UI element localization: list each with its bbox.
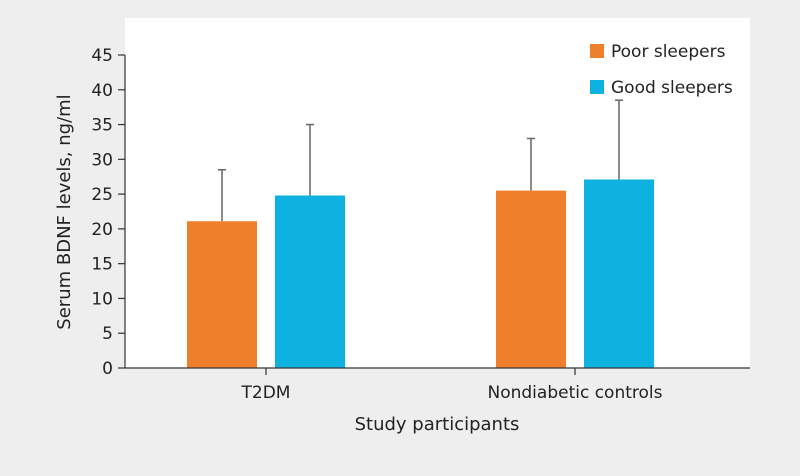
bar: [187, 221, 257, 368]
bar: [275, 195, 345, 368]
x-category-label: T2DM: [241, 383, 291, 403]
y-tick-label: 45: [91, 46, 113, 66]
y-tick-label: 25: [91, 185, 113, 205]
legend-label: Poor sleepers: [611, 42, 726, 62]
x-axis-title: Study participants: [355, 414, 520, 435]
y-tick-label: 30: [91, 150, 113, 170]
y-tick-label: 10: [91, 289, 113, 309]
error-bar-group: [218, 99, 623, 222]
y-tick-label: 40: [91, 81, 113, 101]
bar: [584, 179, 654, 368]
x-category-label: Nondiabetic controls: [488, 383, 663, 403]
bar-group: [187, 179, 654, 368]
legend: Poor sleepers Good sleepers: [590, 42, 733, 98]
bar: [496, 190, 566, 368]
x-axis-categories: T2DM Nondiabetic controls: [241, 368, 663, 403]
y-tick-label: 35: [91, 116, 113, 136]
legend-swatch: [590, 80, 604, 94]
legend-swatch: [590, 44, 604, 58]
legend-label: Good sleepers: [611, 78, 733, 98]
y-axis-title: Serum BDNF levels, ng/ml: [54, 94, 75, 329]
y-tick-label: 0: [102, 359, 113, 379]
y-tick-label: 15: [91, 255, 113, 275]
y-tick-label: 5: [102, 324, 113, 344]
y-axis-ticks: 0 5 10 15 20 25 30 35 40 45: [91, 46, 125, 379]
y-tick-label: 20: [91, 220, 113, 240]
